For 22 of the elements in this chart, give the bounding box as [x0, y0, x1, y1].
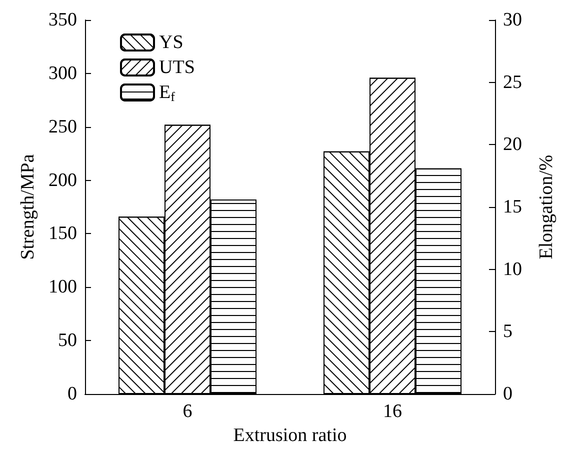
y2-axis-title: Elongation/% — [536, 154, 557, 260]
x-tick-label: 6 — [182, 401, 192, 422]
y-tick-label: 150 — [48, 223, 77, 244]
legend-label: YS — [159, 32, 184, 53]
y-tick-label: 350 — [48, 10, 77, 30]
y-tick-label: 0 — [68, 384, 77, 404]
y-tick-label: 50 — [58, 330, 77, 352]
y2-tick-label: 5 — [503, 321, 512, 342]
y2-tick-label: 10 — [503, 258, 522, 280]
y-tick-label: 100 — [48, 276, 77, 298]
y2-tick-label: 30 — [503, 10, 522, 30]
legend-label: UTS — [159, 57, 195, 78]
x-tick-label: 16 — [383, 401, 402, 422]
y-tick-label: 300 — [48, 62, 77, 84]
y2-tick-label: 25 — [503, 72, 522, 93]
y2-tick-label: 0 — [503, 384, 512, 404]
y-tick-label: 200 — [48, 170, 77, 191]
y2-tick-label: 20 — [503, 134, 522, 156]
y2-tick-label: 15 — [503, 196, 522, 218]
x-axis-title: Extrusion ratio — [233, 425, 347, 446]
y-axis-title: Strength/MPa — [18, 154, 39, 260]
y-tick-label: 250 — [48, 116, 77, 138]
